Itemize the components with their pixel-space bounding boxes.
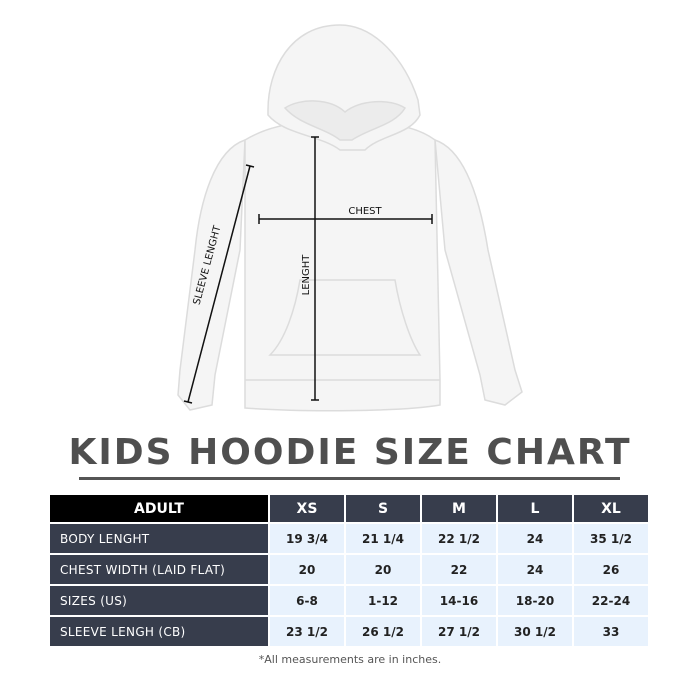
header-size: M [422,495,496,522]
table-cell: 23 1/2 [270,617,344,646]
table-cell: 19 3/4 [270,524,344,553]
right-sleeve [434,138,523,406]
left-sleeve [177,138,246,411]
table-cell: 26 [574,555,648,584]
table-row: CHEST WIDTH (LAID FLAT) 20 20 22 24 26 [50,555,648,584]
pocket [268,279,422,356]
table-cell: 6-8 [270,586,344,615]
measurement-lines [183,136,433,404]
table-cell: 1-12 [346,586,420,615]
header-size: XL [574,495,648,522]
table-cell: 24 [498,524,572,553]
header-size: L [498,495,572,522]
title-underline [79,477,620,480]
table-cell: 22 [422,555,496,584]
table-cell: 35 1/2 [574,524,648,553]
table-cell: 30 1/2 [498,617,572,646]
table-row: BODY LENGHT 19 3/4 21 1/4 22 1/2 24 35 1/2 [50,524,648,553]
table-cell: 22-24 [574,586,648,615]
sleeve-line [187,165,251,403]
hood-inner [283,100,407,141]
header-adult: ADULT [50,495,268,522]
table-cell: 14-16 [422,586,496,615]
table-cell: 20 [270,555,344,584]
row-label: BODY LENGHT [50,524,268,553]
table-cell: 26 1/2 [346,617,420,646]
table-cell: 27 1/2 [422,617,496,646]
table-cell: 33 [574,617,648,646]
table-cell: 22 1/2 [422,524,496,553]
table-cell: 20 [346,555,420,584]
page-title: KIDS HOODIE SIZE CHART [68,432,632,473]
chest-label: CHEST [348,206,382,217]
length-label: LENGHT [301,254,312,296]
table-cell: 21 1/4 [346,524,420,553]
row-label: SIZES (US) [50,586,268,615]
hoodie-diagram: CHEST LENGHT SLEEVE LENGHT [177,24,523,412]
table-header-row: ADULT XS S M L XL [50,495,648,522]
body [244,120,441,412]
size-table: ADULT XS S M L XL BODY LENGHT 19 3/4 21 1/… [48,493,650,648]
table-cell: 18-20 [498,586,572,615]
hoodie-illustration [177,24,523,412]
table-row: SLEEVE LENGH (CB) 23 1/2 26 1/2 27 1/2 30 1/… [50,617,648,646]
header-size: S [346,495,420,522]
footnote: *All measurements are in inches. [258,653,442,666]
table-cell: 24 [498,555,572,584]
row-label: SLEEVE LENGH (CB) [50,617,268,646]
header-size: XS [270,495,344,522]
row-label: CHEST WIDTH (LAID FLAT) [50,555,268,584]
table-row: SIZES (US) 6-8 1-12 14-16 18-20 22-24 [50,586,648,615]
